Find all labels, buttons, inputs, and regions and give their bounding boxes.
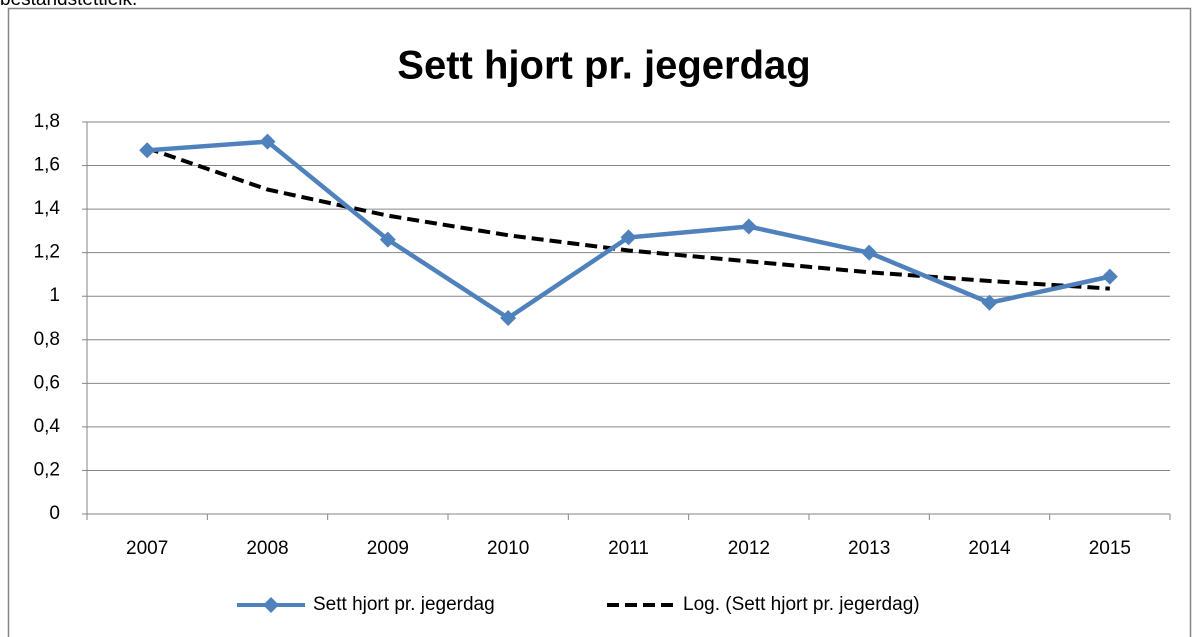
x-tick-label: 2008 xyxy=(246,538,288,559)
chart-frame xyxy=(7,7,1192,637)
x-tick-label: 2010 xyxy=(487,538,529,559)
marker xyxy=(379,231,396,248)
legend-label: Sett hjort pr. jegerdag xyxy=(313,594,495,615)
y-tick-label: 1,8 xyxy=(34,111,60,132)
legend-marker xyxy=(263,597,279,613)
y-tick-label: 0,8 xyxy=(34,329,60,350)
marker xyxy=(861,244,878,261)
x-tick-label: 2011 xyxy=(608,538,649,559)
y-tick-label: 0,6 xyxy=(34,372,60,393)
text-above: bestandstettleik. xyxy=(0,0,137,10)
legend-label: Log. (Sett hjort pr. jegerdag) xyxy=(683,594,920,615)
trend-line xyxy=(146,146,1110,291)
y-tick-label: 0,4 xyxy=(34,416,61,437)
x-tick-label: 2012 xyxy=(728,538,770,559)
marker xyxy=(620,229,637,246)
y-tick-label: 1,2 xyxy=(34,242,60,263)
y-tick-label: 1,6 xyxy=(34,155,60,176)
marker xyxy=(740,218,757,235)
chart-title: Sett hjort pr. jegerdag xyxy=(397,44,810,88)
marker xyxy=(259,133,276,150)
y-tick-label: 0,2 xyxy=(34,459,60,480)
x-tick-label: 2014 xyxy=(968,538,1011,559)
y-tick-label: 0 xyxy=(49,503,60,524)
x-tick-label: 2015 xyxy=(1089,538,1131,559)
y-tick-label: 1,4 xyxy=(34,198,61,219)
x-tick-label: 2009 xyxy=(367,538,409,559)
y-tick-label: 1 xyxy=(49,285,60,306)
marker xyxy=(981,294,998,311)
marker xyxy=(139,142,156,159)
marker xyxy=(500,310,517,326)
marker xyxy=(1101,268,1118,285)
x-tick-label: 2013 xyxy=(848,538,890,559)
x-tick-label: 2007 xyxy=(126,538,168,559)
